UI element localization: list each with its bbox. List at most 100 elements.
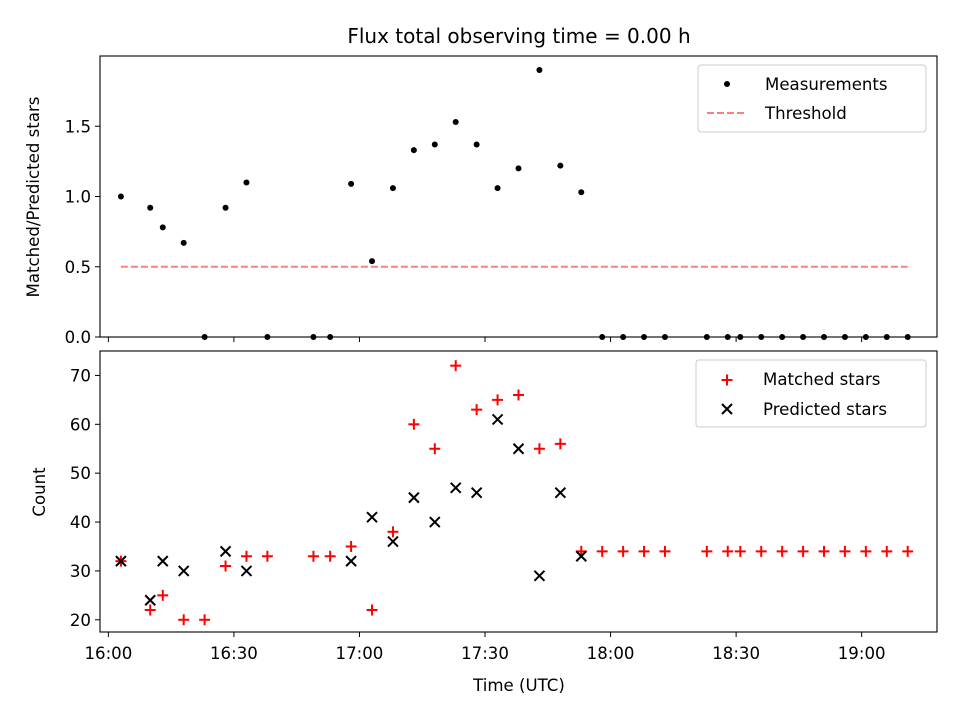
cross-stroke — [177, 565, 190, 577]
measurement-point — [410, 147, 417, 154]
matched-star-point — [818, 545, 830, 557]
y-tick-label: 70 — [70, 366, 91, 385]
measurement-point — [310, 334, 317, 340]
cross-stroke — [450, 482, 462, 494]
matched-star-point — [240, 550, 252, 562]
measurement-point — [821, 334, 828, 340]
measurement-point — [904, 334, 911, 340]
legend-marker-matched — [721, 374, 733, 386]
measurement-point — [389, 185, 396, 192]
measurement-point — [703, 334, 710, 340]
matched-star-point — [144, 604, 156, 616]
y-tick-label: 50 — [70, 464, 91, 483]
cross-stroke — [491, 413, 504, 426]
predicted-star-point — [177, 565, 190, 577]
measurement-point — [201, 334, 208, 340]
cross-stroke — [115, 555, 127, 567]
measurement-point — [431, 141, 438, 148]
bottom-legend: Matched stars Predicted stars — [695, 359, 927, 428]
predicted-star-point — [554, 487, 567, 499]
cross-stroke — [470, 487, 483, 499]
top-panel: 0.0 0.5 1.0 1.5 Measurements Threshold — [65, 55, 938, 347]
measurement-point — [557, 162, 564, 169]
matched-star-point — [659, 545, 671, 557]
predicted-star-point — [157, 555, 169, 567]
cross-stroke — [554, 487, 567, 499]
matched-star-point — [199, 614, 211, 626]
matched-star-point — [408, 418, 420, 430]
measurement-point — [737, 334, 744, 340]
legend-label-matched: Matched stars — [763, 370, 880, 389]
measurement-point — [147, 204, 154, 211]
cross-stroke — [575, 550, 587, 562]
measurement-point — [264, 334, 271, 340]
legend-marker-predicted — [721, 403, 733, 415]
predicted-star-point — [408, 491, 420, 504]
matched-star-point — [471, 404, 483, 416]
panel-frame — [99, 350, 938, 633]
top-y-axis-label: Matched/Predicted stars — [24, 97, 43, 298]
bottom-panel: 20 30 40 50 60 70 16:00 16:30 17:00 17:30 18:00 18:… — [70, 350, 938, 663]
x-tick-label: 17:00 — [336, 644, 384, 663]
matched-star-point — [307, 550, 319, 562]
matched-star-point — [860, 545, 872, 557]
matched-star-point — [450, 360, 462, 372]
predicted-star-point — [450, 482, 462, 494]
chart-title: Flux total observing time = 0.00 h — [347, 24, 690, 48]
matched-star-point — [638, 545, 650, 557]
measurement-point — [599, 334, 606, 340]
measurement-point — [222, 204, 229, 211]
matched-star-point — [324, 550, 336, 562]
y-tick-label: 0.5 — [65, 258, 91, 277]
top-legend: Measurements Threshold — [697, 64, 927, 133]
predicted-star-point — [512, 443, 525, 455]
measurement-point — [369, 258, 376, 265]
measurement-point — [883, 334, 890, 340]
predicted-star-point — [115, 555, 127, 567]
matched-star-point — [178, 614, 190, 626]
predicted-star-point — [429, 516, 441, 528]
cross-stroke — [721, 403, 733, 415]
matched-star-point — [261, 550, 273, 562]
measurement-point — [620, 334, 627, 340]
predicted-star-point — [345, 555, 357, 567]
matched-star-point — [220, 560, 232, 572]
matched-star-point — [722, 545, 734, 557]
predicted-star-point — [491, 413, 504, 426]
matched-star-point — [345, 540, 357, 552]
cross-stroke — [533, 570, 546, 582]
matched-star-point — [839, 545, 851, 557]
bottom-y-axis-label: Count — [30, 467, 49, 517]
measurement-point — [117, 193, 124, 200]
cross-stroke — [408, 491, 420, 504]
matched-star-point — [902, 545, 914, 557]
measurement-point — [494, 185, 501, 192]
measurement-point — [348, 180, 355, 187]
y-tick-label: 40 — [70, 513, 91, 532]
matched-star-point — [797, 545, 809, 557]
predicted-star-point — [144, 594, 156, 606]
cross-stroke — [345, 555, 357, 567]
legend-box — [697, 64, 927, 133]
cross-stroke — [240, 565, 253, 577]
measurement-point — [578, 189, 585, 196]
matched-star-point — [701, 545, 713, 557]
matched-star-point — [513, 389, 524, 401]
matched-star-point — [881, 545, 893, 557]
x-tick-label: 18:30 — [712, 644, 760, 663]
x-axis-label: Time (UTC) — [472, 676, 565, 695]
legend-label-predicted: Predicted stars — [763, 400, 887, 419]
measurement-point — [800, 334, 807, 340]
y-tick-label: 20 — [70, 611, 91, 630]
y-tick-label: 0.0 — [65, 328, 91, 347]
matched-star-point — [755, 545, 767, 557]
cross-stroke — [366, 511, 378, 523]
cross-stroke — [219, 545, 232, 558]
matched-star-point — [617, 545, 629, 557]
matched-star-point — [734, 545, 746, 557]
matched-star-point — [492, 394, 504, 406]
y-tick-label: 1.5 — [65, 117, 91, 136]
cross-stroke — [144, 594, 156, 606]
measurement-point — [661, 334, 668, 340]
predicted-star-point — [240, 565, 253, 577]
